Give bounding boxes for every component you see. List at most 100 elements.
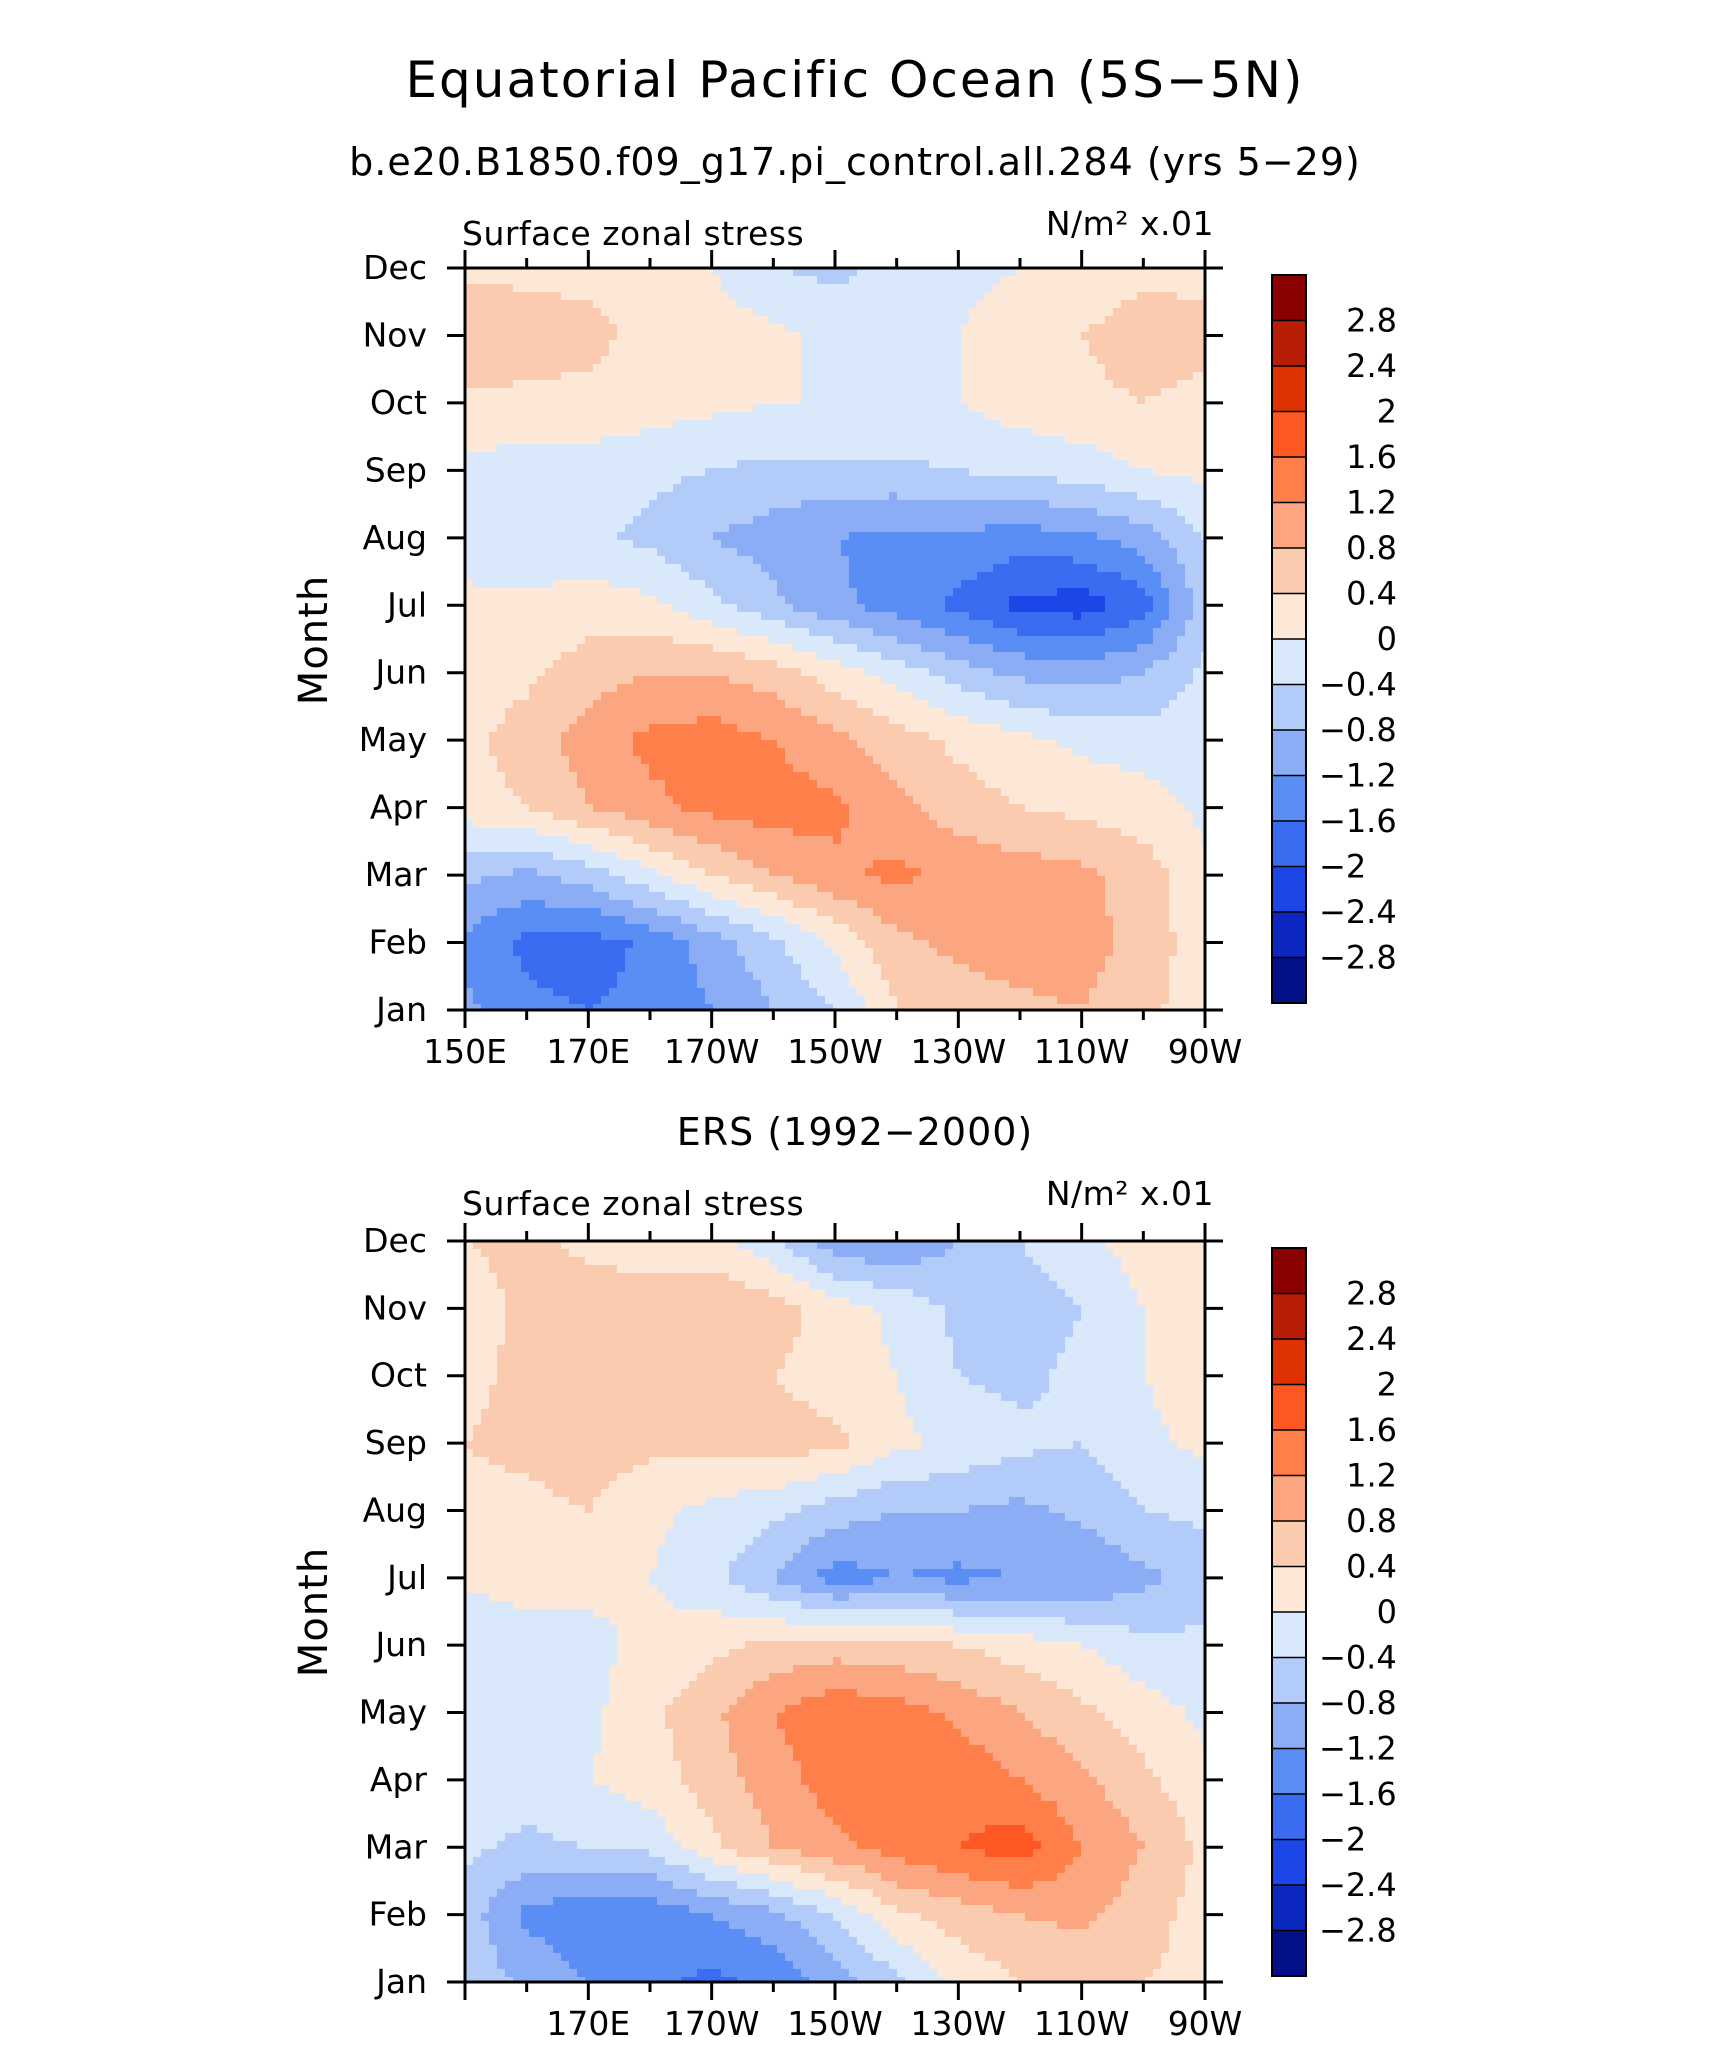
contour-cell	[1161, 332, 1170, 341]
contour-cell	[905, 268, 914, 277]
contour-cell	[825, 636, 834, 645]
contour-cell	[1129, 588, 1138, 597]
contour-cell	[801, 356, 810, 365]
contour-cell	[1201, 292, 1206, 301]
contour-cell	[1145, 356, 1154, 365]
contour-cell	[1121, 436, 1130, 445]
contour-cell	[537, 628, 546, 637]
contour-cell	[729, 444, 738, 453]
contour-cell	[697, 564, 706, 573]
contour-cell	[977, 284, 986, 293]
contour-cell	[737, 500, 746, 509]
contour-cell	[513, 332, 522, 341]
contour-cell	[913, 308, 922, 317]
contour-cell	[1073, 644, 1082, 653]
contour-cell	[1105, 620, 1114, 629]
contour-cell	[1129, 436, 1138, 445]
contour-cell	[961, 348, 970, 357]
contour-cell	[689, 428, 698, 437]
contour-cell	[937, 588, 946, 597]
contour-cell	[617, 676, 626, 685]
contour-cell	[817, 268, 826, 277]
contour-cell	[729, 356, 738, 365]
contour-cell	[1073, 332, 1082, 341]
contour-cell	[673, 644, 682, 653]
contour-cell	[1025, 420, 1034, 429]
contour-cell	[889, 604, 898, 613]
contour-cell	[969, 556, 978, 565]
contour-cell	[809, 308, 818, 317]
contour-cell	[785, 292, 794, 301]
contour-cell	[889, 548, 898, 557]
contour-cell	[993, 316, 1002, 325]
contour-cell	[817, 308, 826, 317]
contour-cell	[833, 444, 842, 453]
contour-cell	[921, 372, 930, 381]
contour-cell	[849, 668, 858, 677]
contour-cell	[1129, 332, 1138, 341]
contour-cell	[881, 500, 890, 509]
contour-cell	[1057, 372, 1066, 381]
contour-cell	[745, 396, 754, 405]
contour-cell	[753, 492, 762, 501]
contour-cell	[985, 612, 994, 621]
contour-cell	[465, 540, 474, 549]
contour-cell	[561, 284, 570, 293]
contour-cell	[729, 292, 738, 301]
contour-cell	[1161, 276, 1170, 285]
contour-cell	[881, 684, 890, 693]
contour-cell	[625, 524, 634, 533]
contour-cell	[1089, 372, 1098, 381]
contour-cell	[961, 620, 970, 629]
contour-cell	[817, 492, 826, 501]
contour-cell	[633, 332, 642, 341]
contour-cell	[1089, 380, 1098, 389]
contour-cell	[681, 540, 690, 549]
contour-cell	[1177, 548, 1186, 557]
contour-cell	[913, 492, 922, 501]
contour-cell	[929, 364, 938, 373]
contour-cell	[825, 276, 834, 285]
contour-cell	[489, 516, 498, 525]
contour-cell	[977, 556, 986, 565]
contour-cell	[953, 308, 962, 317]
contour-cell	[673, 660, 682, 669]
contour-cell	[1073, 468, 1082, 477]
contour-cell	[1041, 596, 1050, 605]
contour-cell	[785, 268, 794, 277]
contour-cell	[473, 468, 482, 477]
contour-cell	[1033, 412, 1042, 421]
contour-cell	[561, 612, 570, 621]
contour-cell	[1137, 516, 1146, 525]
contour-cell	[529, 292, 538, 301]
contour-cell	[1185, 420, 1194, 429]
contour-cell	[585, 468, 594, 477]
contour-cell	[777, 452, 786, 461]
contour-cell	[617, 412, 626, 421]
contour-cell	[1041, 476, 1050, 485]
contour-cell	[1009, 644, 1018, 653]
contour-cell	[465, 524, 474, 533]
contour-cell	[913, 316, 922, 325]
contour-cell	[1041, 636, 1050, 645]
contour-cell	[609, 692, 618, 701]
contour-cell	[1193, 524, 1202, 533]
contour-cell	[1017, 268, 1026, 277]
contour-cell	[793, 644, 802, 653]
contour-cell	[825, 548, 834, 557]
contour-cell	[977, 500, 986, 509]
contour-cell	[945, 508, 954, 517]
contour-cell	[985, 316, 994, 325]
contour-cell	[625, 412, 634, 421]
contour-cell	[1097, 308, 1106, 317]
contour-cell	[937, 572, 946, 581]
contour-cell	[1017, 332, 1026, 341]
contour-cell	[1185, 444, 1194, 453]
contour-cell	[1009, 492, 1018, 501]
contour-cell	[649, 412, 658, 421]
contour-cell	[489, 580, 498, 589]
contour-cell	[1033, 324, 1042, 333]
contour-cell	[953, 548, 962, 557]
contour-cell	[561, 436, 570, 445]
contour-cell	[473, 316, 482, 325]
